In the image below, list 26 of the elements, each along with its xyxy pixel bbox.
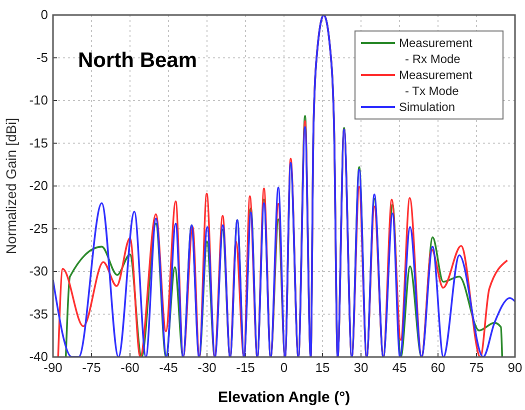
x-tick-label: 0: [280, 360, 288, 376]
x-tick-label: 15: [315, 360, 330, 376]
y-tick-label: -15: [29, 135, 48, 150]
x-tick-label: -15: [236, 360, 255, 376]
x-tick-label: 90: [508, 360, 522, 376]
x-axis-title: Elevation Angle (°): [218, 389, 350, 406]
y-tick-label: -35: [29, 306, 48, 322]
y-tick-label: 0: [40, 7, 48, 22]
y-tick-label: -5: [36, 50, 48, 65]
y-tick-label: -30: [29, 264, 48, 279]
legend-label: Simulation: [399, 100, 456, 114]
x-tick-label: 45: [392, 360, 407, 376]
x-tick-label: -45: [159, 360, 178, 376]
x-tick-label: -60: [120, 360, 140, 376]
y-tick-label: -20: [29, 178, 48, 194]
x-tick-label: 75: [469, 360, 484, 376]
x-tick-label: -75: [82, 360, 101, 376]
x-tick-label: 60: [430, 360, 446, 376]
y-tick-label: -10: [29, 92, 48, 108]
legend-label: Measurement - Rx Mode: [399, 36, 474, 66]
y-tick-label: -25: [29, 220, 48, 236]
text: North Beam: [78, 49, 198, 72]
y-axis-title: Normalized Gain [dBi]: [3, 118, 19, 254]
x-tick-label: 30: [354, 360, 368, 376]
x-tick-label: -30: [198, 360, 216, 376]
legend-label: Measurement - Tx Mode: [399, 68, 474, 98]
